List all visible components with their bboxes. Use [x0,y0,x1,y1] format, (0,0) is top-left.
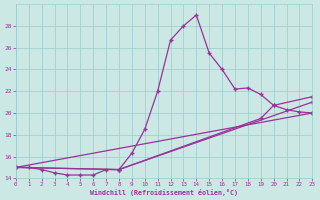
X-axis label: Windchill (Refroidissement éolien,°C): Windchill (Refroidissement éolien,°C) [90,189,238,196]
